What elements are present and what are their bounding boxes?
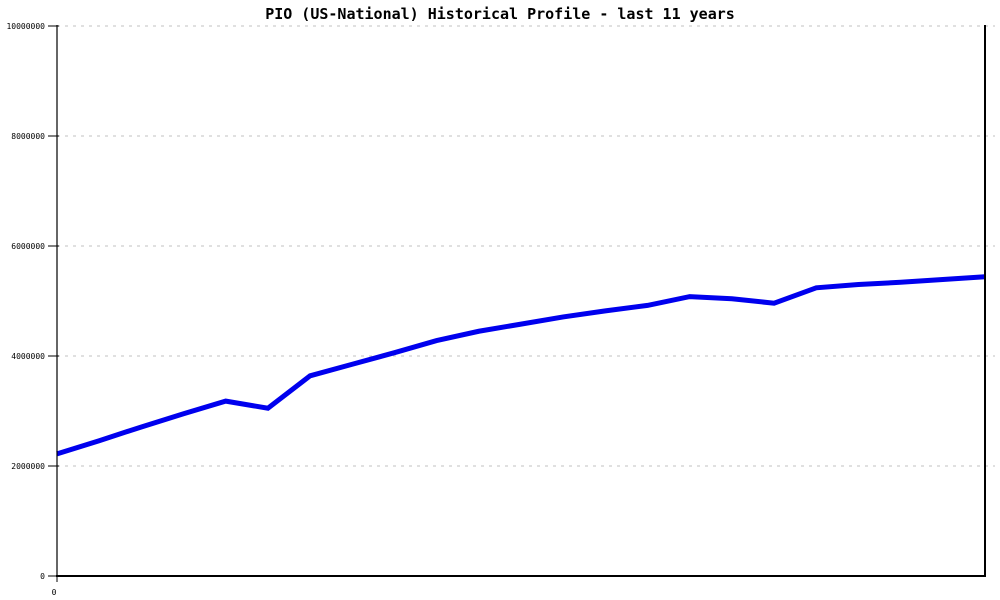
y-tick-label: 0 (40, 572, 45, 581)
chart-title: PIO (US-National) Historical Profile - l… (265, 5, 735, 23)
y-tick-label: 6000000 (11, 242, 45, 251)
y-tick-label: 8000000 (11, 132, 45, 141)
series-line (56, 274, 986, 457)
y-tick-label: 4000000 (11, 352, 45, 361)
y-tick-label: 2000000 (11, 462, 45, 471)
y-tick-label: 10000000 (6, 22, 45, 31)
x-tick-label: 0 (52, 588, 57, 597)
